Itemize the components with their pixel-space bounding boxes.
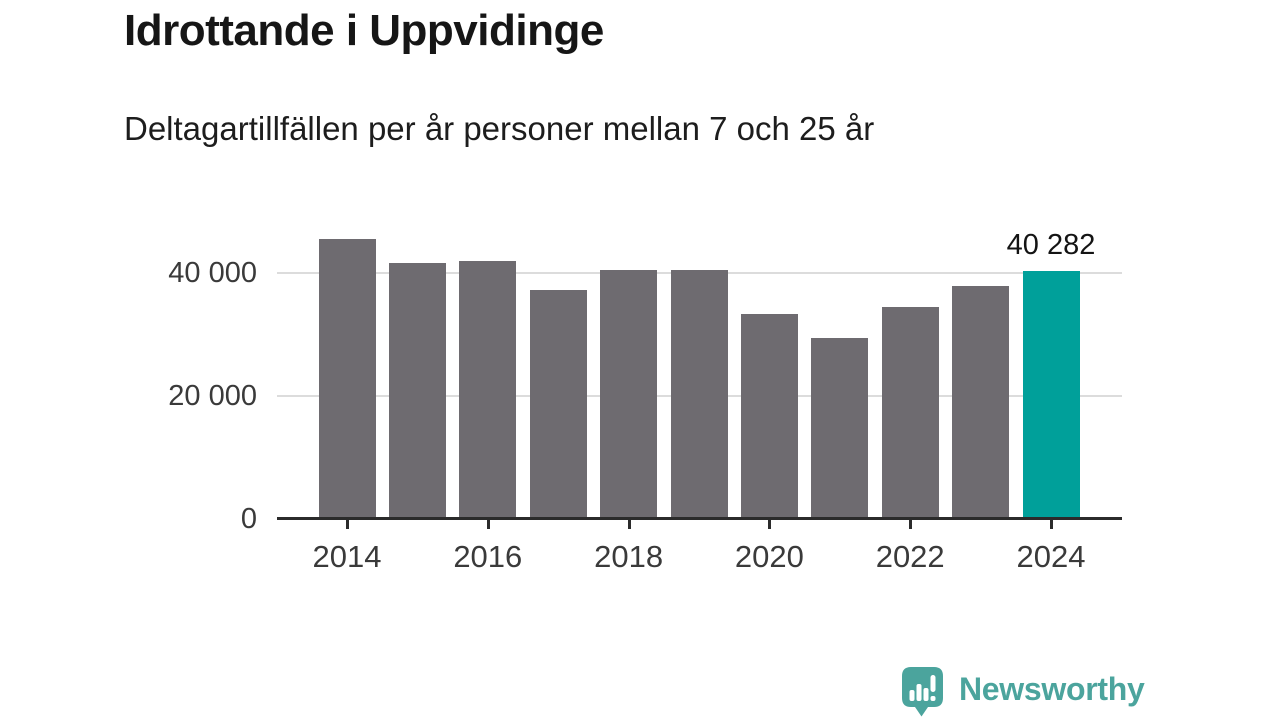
bar-2022 [881,307,939,519]
newsworthy-logo-icon [902,667,943,717]
bar-2021 [811,338,869,519]
x-tick-label-2016: 2016 [453,539,523,574]
bar-2015 [388,263,446,519]
x-tick-2014 [346,520,349,529]
x-tick-2020 [768,520,772,529]
logo-bar-medium [923,688,929,701]
bar-2017 [529,290,587,519]
x-tick-label-2022: 2022 [875,539,945,574]
x-tick-2018 [627,520,631,529]
logo-exclamation-dot [930,696,936,701]
x-tick-2016 [486,520,490,529]
newsworthy-logo-text: Newsworthy [959,670,1145,707]
chart-subtitle: Deltagartillfällen per år personer mella… [124,110,875,147]
logo-bar-small [909,690,915,701]
x-tick-label-2018: 2018 [594,539,664,574]
bar-2023 [952,285,1010,519]
bar-2016 [459,260,517,519]
bar-2019 [670,269,728,519]
x-tick-2024 [1050,520,1053,529]
x-tick-label-2024: 2024 [1016,539,1086,574]
x-tick-label-2020: 2020 [734,539,804,574]
x-tick-2022 [909,520,913,529]
x-tick-label-2014: 2014 [312,539,382,574]
logo-exclamation-stem [930,675,936,692]
newsworthy-logo: Newsworthy [901,666,1145,718]
value-label-2024: 40 282 [1006,229,1096,262]
y-tick-label-20000: 20 000 [168,380,257,412]
x-axis-line [277,517,1122,520]
bar-2018 [600,269,658,519]
bar-2020 [740,313,798,519]
y-tick-label-0: 0 [240,503,257,535]
bar-2014 [318,239,376,519]
speech-bubble-shape [902,667,943,717]
y-tick-label-40000: 40 000 [168,257,257,289]
bar-2024 [1022,271,1080,519]
logo-bar-tall [916,684,922,701]
chart-title: Idrottande i Uppvidinge [124,6,604,55]
